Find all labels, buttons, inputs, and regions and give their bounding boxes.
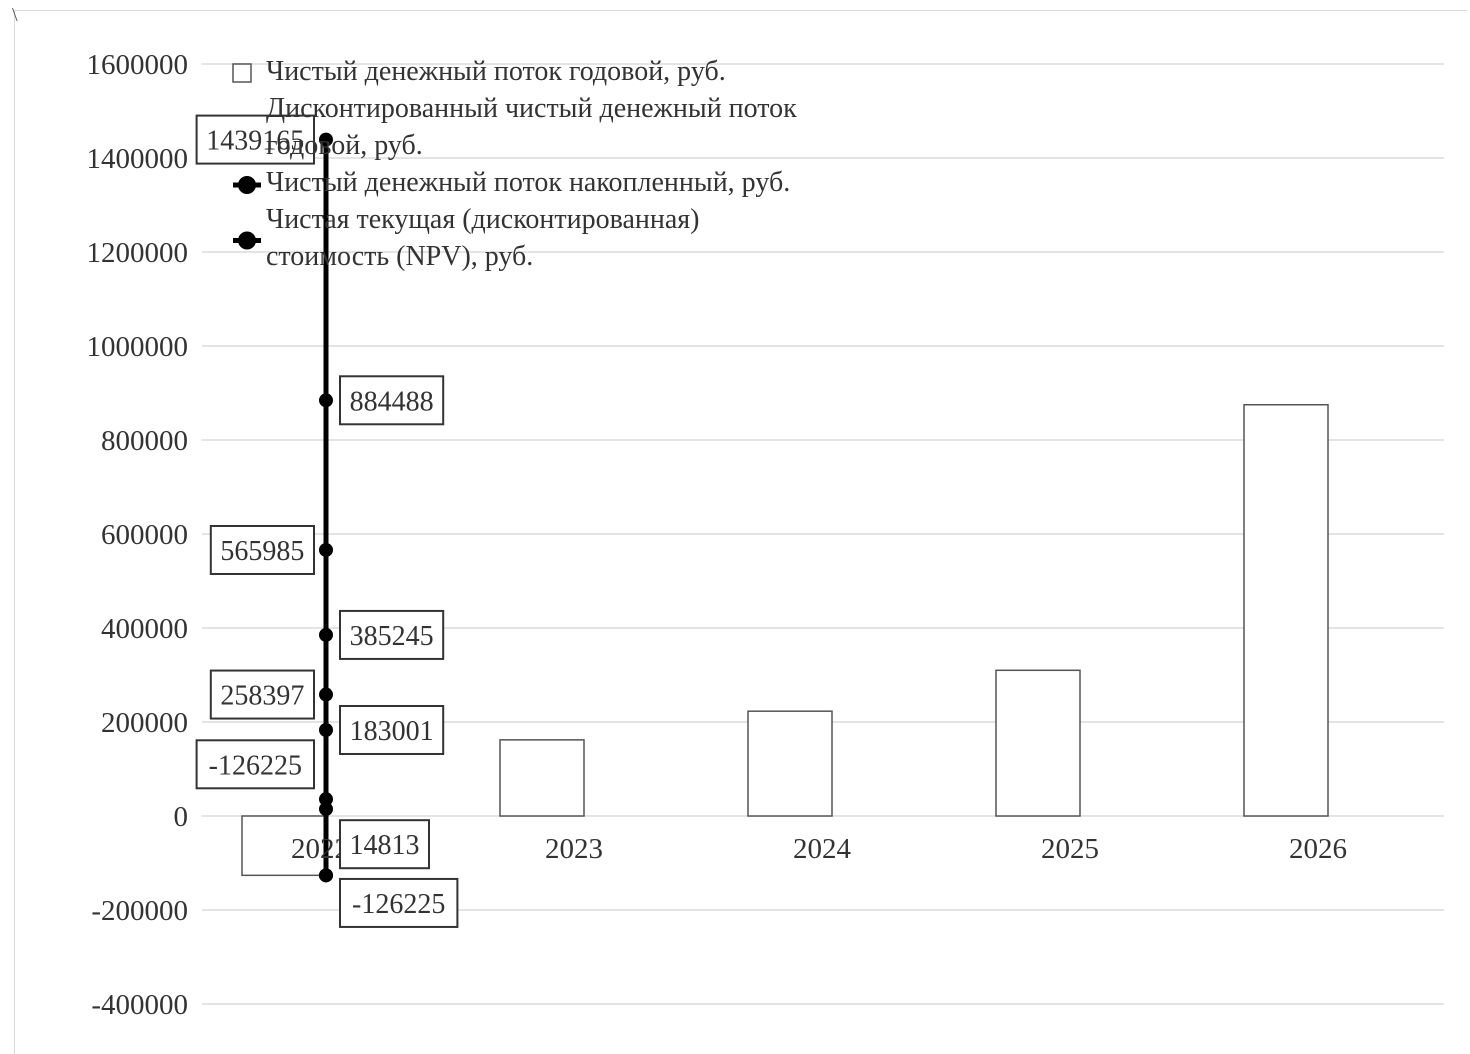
- data-label-box: [339, 375, 445, 426]
- data-label-box: [195, 114, 316, 165]
- y-tick-label: 400000: [101, 613, 188, 645]
- y-tick-label: 1600000: [87, 49, 189, 81]
- data-label: 183001: [339, 704, 445, 755]
- data-labels: 1439165 884488 565985 385245 258397 183001 -12…: [195, 114, 459, 928]
- bar-cash-flow-annual: [1243, 404, 1329, 817]
- data-label: 14813: [339, 819, 430, 870]
- data-label-box: [209, 669, 315, 720]
- x-tick-label: 2024: [793, 833, 852, 865]
- data-label-text: 565985: [220, 536, 304, 567]
- x-tick-label: 2023: [545, 833, 603, 865]
- x-tick-label: 2025: [1041, 833, 1099, 865]
- data-label-text: 258397: [220, 681, 304, 712]
- data-label-text: 183001: [350, 716, 434, 747]
- legend-label: Чистая текущая (дисконтированная): [266, 204, 699, 235]
- data-label-text: 14813: [350, 830, 420, 861]
- series-point: [319, 722, 333, 737]
- bar-cash-flow-annual: [241, 815, 327, 877]
- y-axis-ticks: -400000 -200000 0 200000 400000 600000 800000 1…: [87, 49, 189, 1021]
- legend-label: Чистый денежный поток годовой, руб.: [266, 56, 726, 87]
- y-tick-label: -200000: [91, 895, 188, 927]
- data-label: 258397: [209, 669, 315, 720]
- bars-layer: [241, 404, 1329, 877]
- data-label-box: [339, 609, 445, 660]
- bar-cash-flow-annual: [499, 739, 585, 817]
- data-label-box: [339, 819, 430, 870]
- data-label-box: [209, 524, 315, 575]
- bar-cash-flow-annual: [747, 710, 833, 817]
- bar-cash-flow-annual: [995, 669, 1081, 817]
- data-label: -126225: [339, 877, 459, 928]
- legend-dot-icon: [238, 176, 256, 194]
- legend-item: Чистый денежный поток накопленный, руб.: [233, 167, 790, 198]
- series-point: [319, 868, 333, 883]
- data-label-box: [195, 739, 316, 790]
- data-label: 884488: [339, 375, 445, 426]
- y-tick-label: 1200000: [87, 237, 189, 269]
- y-tick-label: -400000: [91, 989, 188, 1021]
- data-label: 565985: [209, 524, 315, 575]
- data-label: 385245: [339, 609, 445, 660]
- legend-label: стоимость (NPV), руб.: [266, 241, 533, 272]
- data-label: 1439165: [195, 114, 316, 165]
- series-point: [319, 627, 333, 642]
- data-label-text: 884488: [350, 386, 434, 417]
- legend-label: Чистый денежный поток накопленный, руб.: [266, 167, 790, 198]
- data-label-text: 1439165: [206, 126, 304, 157]
- x-tick-label: 2026: [1289, 833, 1347, 865]
- legend-item: Чистая текущая (дисконтированная) стоимос…: [233, 204, 699, 272]
- y-tick-label: 200000: [101, 707, 188, 739]
- data-label-text: -126225: [209, 750, 302, 781]
- y-tick-label: 800000: [101, 425, 188, 457]
- data-label-box: [339, 704, 445, 755]
- series-point: [319, 393, 333, 408]
- legend-item: Чистый денежный поток годовой, руб.: [232, 56, 726, 87]
- data-label: -126225: [195, 739, 316, 790]
- y-tick-label: 600000: [101, 519, 188, 551]
- y-tick-label: 0: [174, 801, 189, 833]
- legend-dot-icon: [238, 231, 256, 250]
- corner-mark: \: [12, 4, 18, 26]
- legend-box-icon: [232, 63, 252, 83]
- y-tick-label: 1400000: [87, 143, 189, 175]
- data-label-text: 385245: [350, 621, 434, 652]
- series-point: [319, 132, 333, 147]
- x-axis-ticks: 2022 2023 2024 2025 2026: [291, 833, 1347, 865]
- series-point: [319, 802, 333, 817]
- data-label-box: [339, 877, 459, 928]
- data-label-text: -126225: [352, 889, 445, 920]
- legend-item: Дисконтированный чистый денежный поток го…: [266, 93, 797, 161]
- legend: Чистый денежный поток годовой, руб. Диско…: [232, 56, 797, 272]
- legend-label: годовой, руб.: [266, 130, 423, 161]
- legend-label: Дисконтированный чистый денежный поток: [266, 93, 797, 124]
- lines-layer: [319, 132, 333, 883]
- y-tick-label: 1000000: [87, 331, 189, 363]
- chart-frame: [14, 10, 1467, 1054]
